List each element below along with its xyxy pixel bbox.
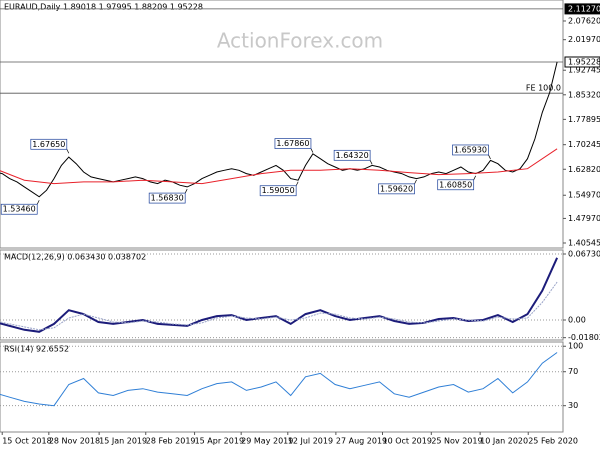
y-tick-label: -0.018023	[568, 333, 600, 342]
y-tick-label: 1.85320	[568, 90, 600, 99]
series-line	[0, 148, 558, 185]
x-tick-label: 28 Feb 2019	[146, 437, 196, 446]
panel-frame	[0, 341, 564, 433]
y-tick-label: 0.067309	[568, 250, 600, 259]
annotation-box	[0, 203, 38, 215]
panel-title: MACD(12,26,9) 0.063430 0.038702	[4, 253, 146, 262]
y-tick-label: 2.01970	[568, 35, 600, 44]
annotation-box	[259, 185, 297, 197]
y-tick-label: 1.40545	[568, 238, 600, 247]
y-tick-label: 1.92745	[568, 66, 600, 75]
annotation-leader	[369, 160, 373, 165]
level-label-box	[564, 3, 600, 15]
annotation-label: 1.53460	[3, 205, 36, 214]
panel-title: EURAUD,Daily 1.89018 1.97995 1.88209 1.9…	[4, 3, 203, 12]
x-tick-label: 15 Jan 2019	[99, 437, 147, 446]
y-tick-label: 100	[568, 342, 583, 351]
x-tick-label: 25 Nov 2019	[431, 437, 482, 446]
annotation-box	[333, 149, 371, 161]
level-label: 1.95228	[568, 57, 600, 66]
annotation-label: 1.67650	[32, 140, 65, 149]
x-tick-label: 10 Jan 2020	[480, 437, 528, 446]
series-line	[0, 281, 558, 331]
annotation-leader	[414, 179, 417, 185]
annotation-label: 1.59050	[262, 186, 295, 195]
y-tick-label: 1.70245	[568, 140, 600, 149]
annotation-leader	[488, 154, 491, 160]
x-tick-label: 25 Feb 2020	[528, 437, 578, 446]
annotation-label: 1.65930	[454, 145, 487, 154]
annotation-box	[378, 183, 415, 195]
level-label: 2.11270	[568, 4, 600, 13]
annotation-box	[437, 179, 475, 191]
x-tick-label: 15 Apr 2019	[195, 437, 244, 446]
x-tick-label: 12 Jul 2019	[288, 437, 333, 446]
series-line	[0, 352, 558, 407]
x-tick-label: 10 Oct 2019	[382, 437, 431, 446]
annotation-leader	[36, 200, 40, 205]
annotation-label: 1.56830	[151, 194, 184, 203]
y-tick-label: 0.00	[568, 316, 586, 325]
annotation-box	[274, 138, 312, 149]
level-label: FE 100.0	[526, 84, 561, 93]
annotation-box	[452, 144, 489, 156]
y-tick-label: 1.54970	[568, 191, 600, 200]
annotation-box	[30, 138, 68, 150]
panel-title: RSI(14) 92.6552	[4, 345, 69, 354]
x-tick-label: 28 Nov 2018	[49, 437, 100, 446]
y-tick-label: 1.62820	[568, 165, 600, 174]
y-tick-label: 70	[568, 367, 578, 376]
annotation-leader	[473, 175, 477, 180]
x-tick-label: 15 Oct 2018	[2, 437, 51, 446]
x-tick-label: 29 May 2019	[241, 437, 293, 446]
y-tick-label: 1.77895	[568, 115, 600, 124]
annotation-leader	[66, 149, 70, 154]
series-line	[0, 61, 558, 198]
y-tick-label: 30	[568, 401, 578, 410]
level-label-box	[564, 56, 600, 68]
annotation-label: 1.60850	[439, 180, 472, 189]
y-tick-label: 1.47970	[568, 214, 600, 223]
annotation-leader	[184, 188, 188, 194]
watermark: ActionForex.com	[217, 29, 383, 53]
panel-frame	[0, 0, 564, 249]
x-tick-label: 27 Aug 2019	[336, 437, 387, 446]
annotation-label: 1.67860	[276, 139, 309, 148]
annotation-leader	[310, 148, 314, 153]
annotation-label: 1.64320	[336, 151, 369, 160]
panel-frame	[0, 249, 564, 341]
annotation-box	[148, 192, 186, 204]
y-tick-label: 2.07620	[568, 16, 600, 25]
annotation-leader	[295, 181, 299, 186]
annotation-label: 1.59620	[380, 184, 413, 193]
